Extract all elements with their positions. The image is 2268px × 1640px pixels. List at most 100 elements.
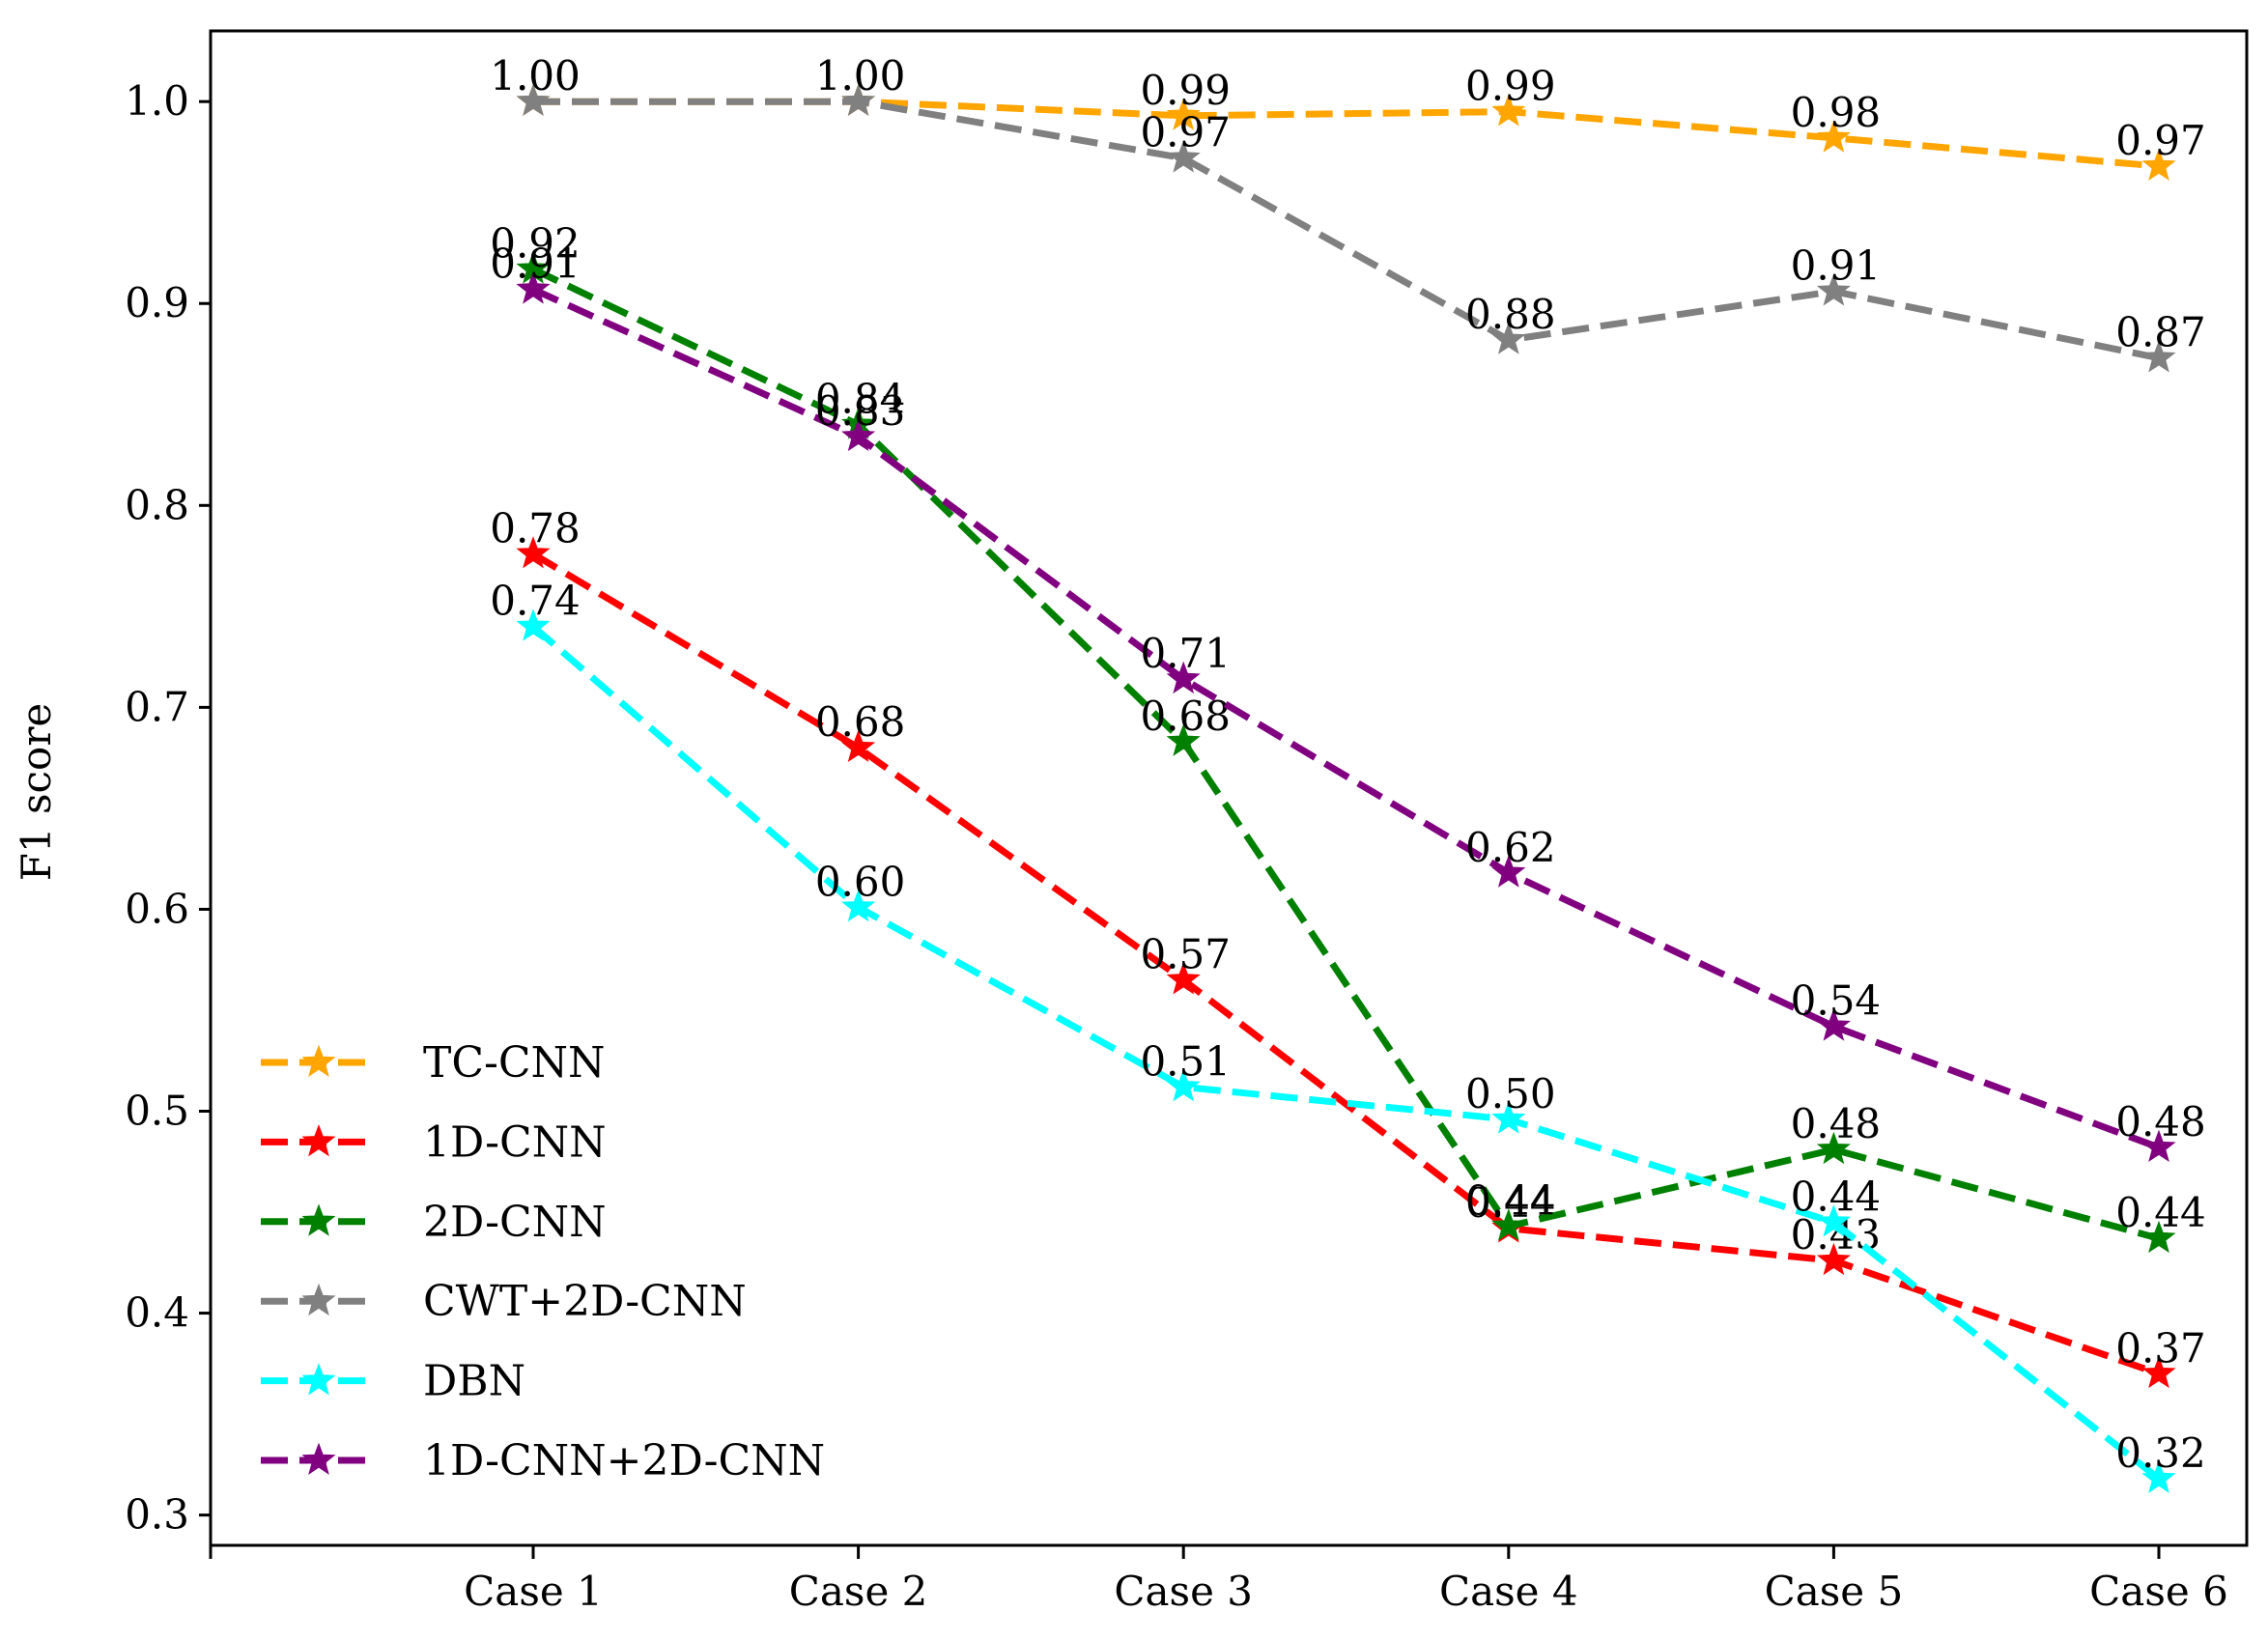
data-label: 0.44: [2115, 1189, 2206, 1236]
data-point-marker: [1491, 1101, 1526, 1134]
data-label: 0.68: [1140, 693, 1231, 740]
series-layer: 1.00 1.00 0.99 0.99 0.98 0.97 0.78 0.68 0.57 0.44…: [490, 52, 2206, 1493]
data-label: 0.50: [1465, 1070, 1556, 1117]
data-point-marker: [1166, 140, 1201, 173]
data-point-marker: [516, 271, 551, 304]
data-label: 0.83: [815, 387, 906, 435]
data-label: 0.92: [490, 220, 581, 268]
data-point-marker: [1816, 1008, 1851, 1041]
data-point-marker: [2141, 1220, 2176, 1254]
data-label: 0.74: [490, 578, 581, 625]
y-tick-label: 0.3: [125, 1491, 189, 1539]
data-label: 0.97: [1140, 109, 1231, 156]
data-label: 0.32: [2115, 1429, 2206, 1477]
y-tick-label: 0.8: [125, 481, 189, 528]
x-tick-label: Case 4: [1439, 1568, 1578, 1615]
x-tick-label: Case 6: [2089, 1568, 2228, 1615]
y-axis: 0.3 0.4 0.5 0.6 0.7 0.8 0.9 1.0: [125, 77, 211, 1539]
legend-item: 2D-CNN: [261, 1198, 607, 1247]
data-label: 0.71: [1140, 630, 1231, 677]
x-tick-label: Case 3: [1114, 1568, 1253, 1615]
data-point-marker: [2141, 340, 2176, 373]
legend-marker: [301, 1363, 336, 1396]
data-point-marker: [516, 536, 551, 569]
data-label: 1.00: [490, 52, 581, 99]
legend-label: 1D-CNN+2D-CNN: [423, 1436, 825, 1485]
y-tick-label: 1.0: [125, 77, 189, 125]
data-label: 1.00: [815, 52, 906, 99]
data-point-marker: [1816, 1242, 1851, 1276]
data-label: 0.98: [1791, 89, 1882, 136]
y-tick-label: 0.6: [125, 885, 189, 932]
data-label: 0.57: [1140, 931, 1231, 978]
legend-item: 1D-CNN: [261, 1117, 607, 1167]
y-tick-label: 0.9: [125, 279, 189, 326]
data-point-marker: [1166, 1068, 1201, 1102]
data-point-marker: [841, 889, 876, 922]
legend-item: CWT+2D-CNN: [261, 1277, 747, 1326]
data-label: 0.44: [1791, 1173, 1882, 1220]
y-axis-label: F1 score: [13, 703, 60, 882]
series-1d-cnn: 0.780.680.570.440.430.37: [490, 504, 2206, 1389]
x-tick-label: Case 5: [1765, 1568, 1904, 1615]
data-label: 0.84: [815, 376, 906, 423]
data-point-marker: [1491, 94, 1526, 127]
data-label: 0.68: [815, 698, 906, 746]
data-label: 0.97: [2115, 117, 2206, 164]
data-label: 0.99: [1465, 63, 1556, 110]
data-point-marker: [841, 729, 876, 763]
data-label: 0.78: [490, 504, 581, 551]
data-point-marker: [1816, 1131, 1851, 1165]
legend-marker: [301, 1442, 336, 1475]
data-label: 0.88: [1465, 291, 1556, 338]
data-point-marker: [841, 418, 876, 452]
data-label: 0.87: [2115, 309, 2206, 356]
series-line: [531, 551, 2161, 1377]
data-point-marker: [1491, 322, 1526, 354]
series-cwt-2d-cnn: 1.00 1.00 0.97 0.88 0.91 0.87: [490, 52, 2206, 373]
x-axis: Case 1 Case 2 Case 3 Case 4 Case 5 Case 6: [209, 1545, 2228, 1615]
data-point-marker: [1166, 98, 1201, 130]
series-2d-cnn: 0.92 0.84 0.68 0.44 0.48 0.44: [490, 220, 2206, 1254]
series-line: [531, 286, 2161, 1151]
series-line: [530, 624, 2162, 1482]
data-point-marker: [1166, 661, 1201, 694]
data-point-marker: [841, 83, 876, 117]
legend-marker: [301, 1044, 336, 1077]
y-tick-label: 0.4: [125, 1289, 189, 1337]
y-tick-label: 0.5: [125, 1088, 189, 1135]
data-label: 0.91: [1791, 242, 1882, 290]
legend-item: TC-CNN: [261, 1038, 606, 1088]
data-point-marker: [1816, 120, 1851, 153]
legend-item: DBN: [261, 1357, 525, 1406]
data-point-marker: [516, 83, 551, 117]
data-point-marker: [1816, 1204, 1851, 1237]
data-label: 0.37: [2115, 1324, 2206, 1371]
data-label: 0.91: [490, 240, 581, 288]
y-tick-label: 0.7: [125, 683, 189, 730]
legend-label: TC-CNN: [423, 1038, 606, 1088]
legend-item: 1D-CNN+2D-CNN: [261, 1436, 825, 1485]
series-tc-cnn: 1.00 1.00 0.99 0.99 0.98 0.97: [490, 52, 2206, 181]
legend-label: 2D-CNN: [423, 1198, 607, 1247]
data-point-marker: [1816, 273, 1851, 306]
legend: TC-CNN 1D-CNN 2D-CNN CWT+2D-CNN DBN 1D-CNN+2D…: [261, 1038, 825, 1485]
data-label: 0.44: [1465, 1177, 1556, 1225]
series-line: [533, 98, 2160, 170]
legend-marker: [301, 1123, 336, 1157]
data-point-marker: [2141, 1460, 2176, 1493]
data-label: 0.54: [1791, 977, 1882, 1025]
data-point-marker: [1166, 723, 1201, 756]
data-point-marker: [2141, 148, 2176, 181]
data-label: 0.99: [1140, 67, 1231, 114]
legend-marker: [301, 1203, 336, 1236]
data-point-marker: [1166, 962, 1201, 995]
series-line: [533, 98, 2160, 362]
data-label: 0.60: [815, 858, 906, 905]
data-point-marker: [2141, 1129, 2176, 1163]
plot-frame: [209, 29, 2249, 1547]
data-label: 0.48: [1791, 1100, 1882, 1147]
data-point-marker: [1491, 1208, 1526, 1241]
legend-label: CWT+2D-CNN: [423, 1277, 747, 1326]
